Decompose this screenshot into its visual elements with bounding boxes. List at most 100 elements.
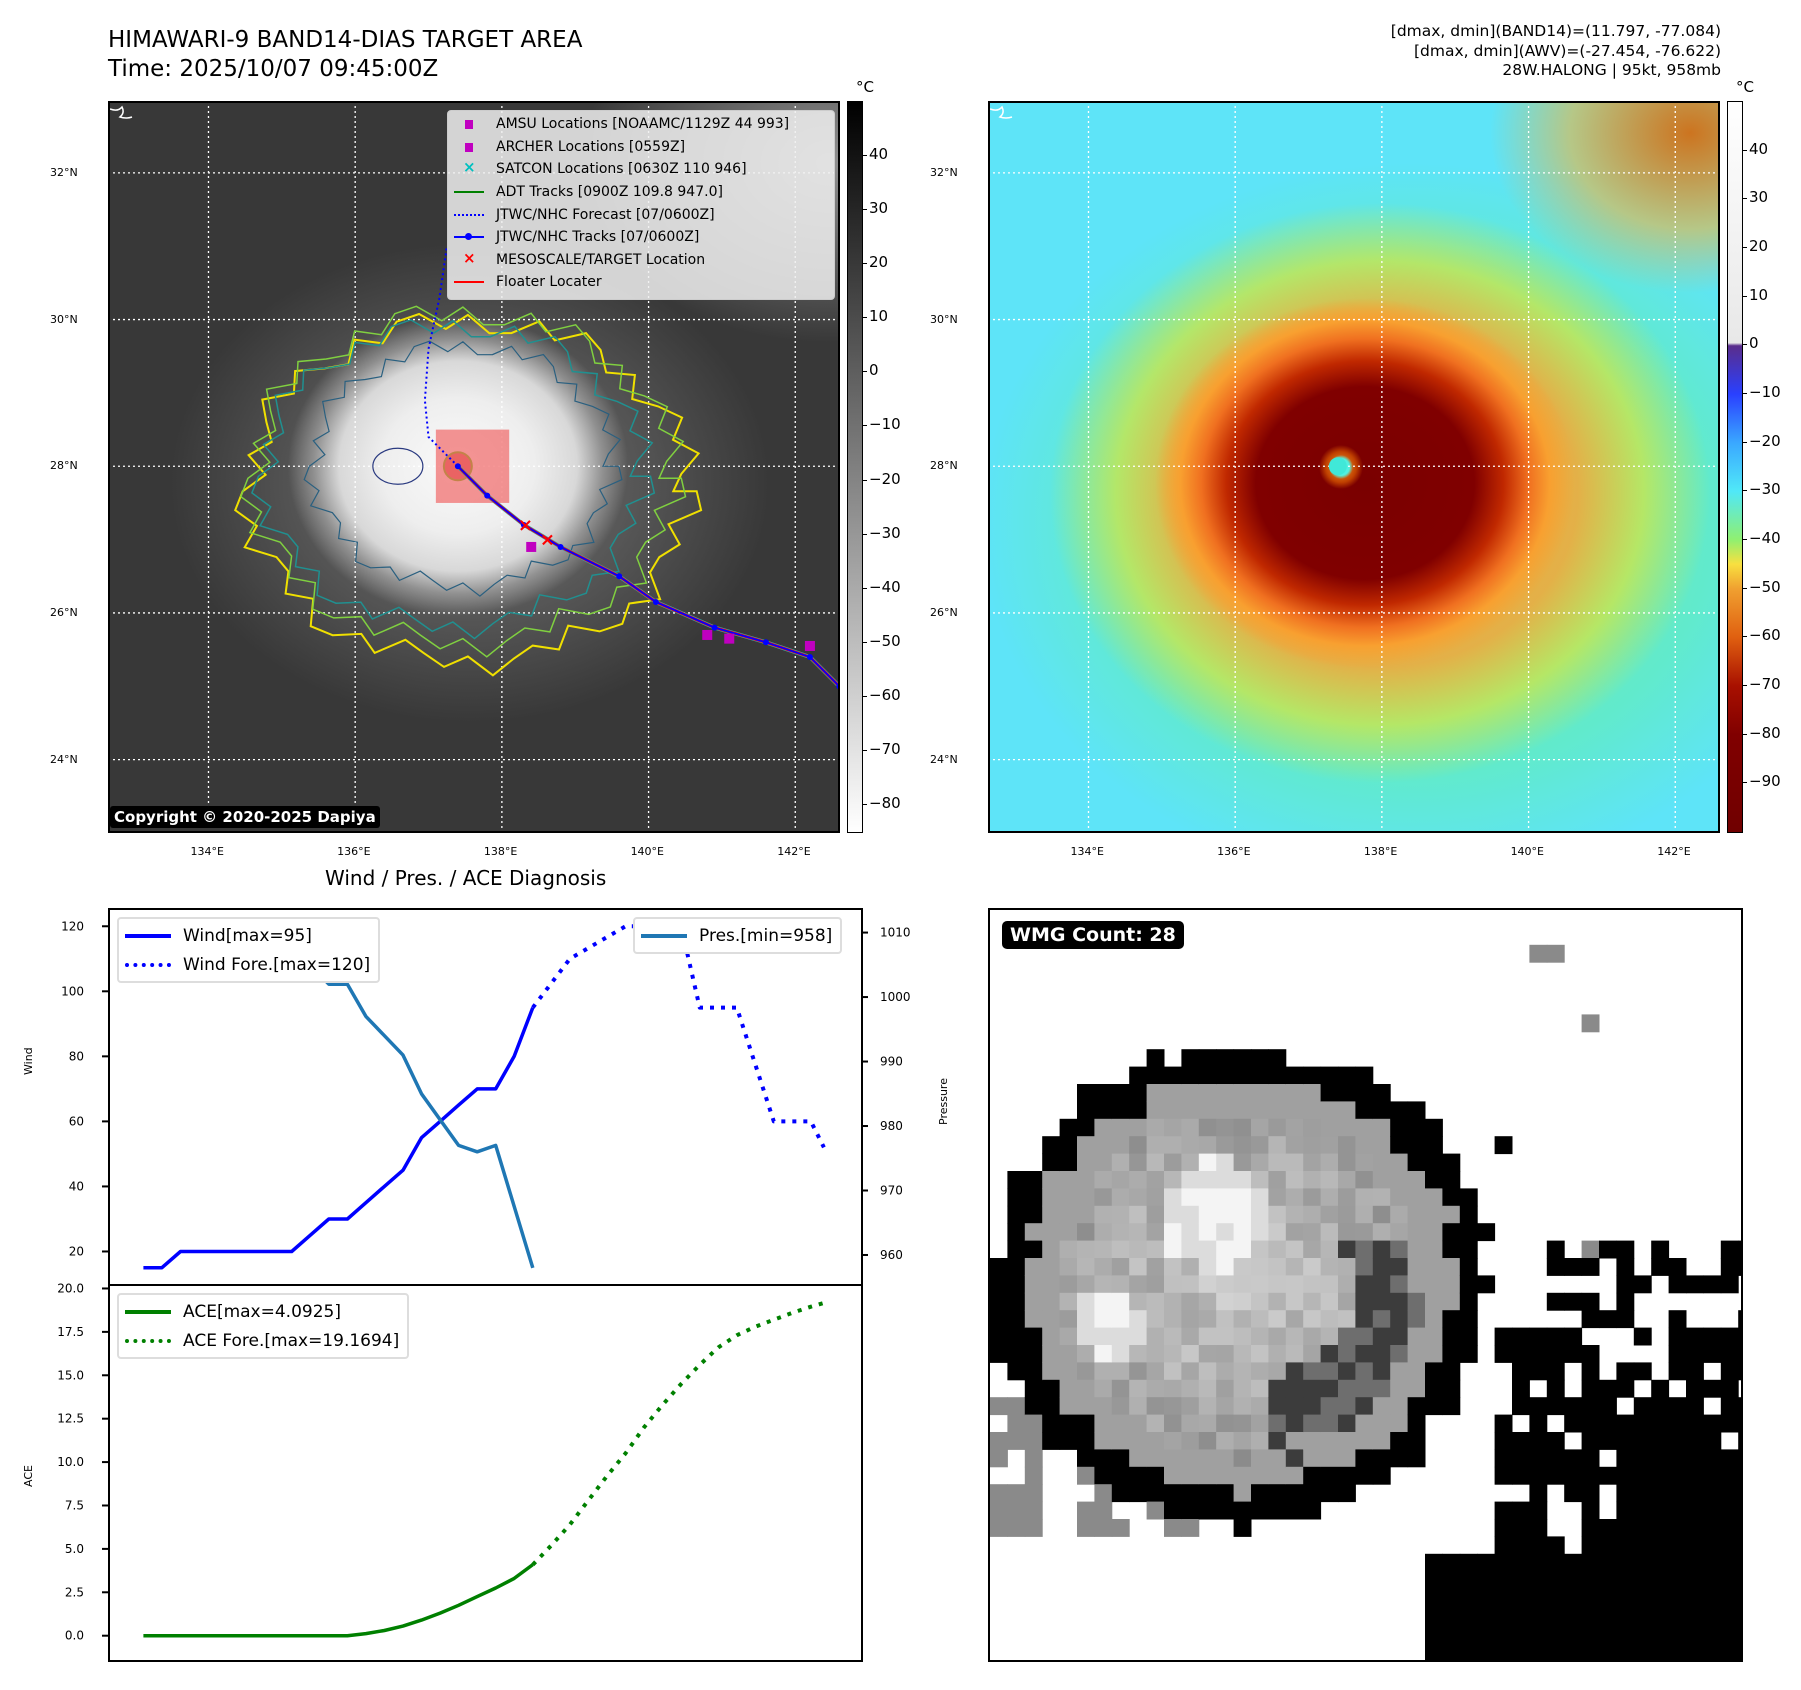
wmg-cell bbox=[1338, 1327, 1356, 1346]
wmg-cell bbox=[1164, 1084, 1182, 1102]
wmg-cell bbox=[1546, 1240, 1565, 1259]
wmg-cell bbox=[1546, 1345, 1565, 1363]
lon-tick-label: 142°E bbox=[777, 845, 811, 858]
wmg-cell bbox=[1251, 1153, 1269, 1172]
wmg-cell bbox=[1024, 1501, 1043, 1520]
left-colorbar bbox=[847, 101, 863, 833]
wmg-cell bbox=[1111, 1484, 1130, 1503]
wmg-cell bbox=[1668, 1553, 1687, 1572]
coastline bbox=[990, 105, 1013, 119]
wmg-cell bbox=[1077, 1466, 1095, 1485]
wmg-cell bbox=[1372, 1084, 1391, 1102]
wmg-cell bbox=[1181, 1223, 1200, 1242]
colorbar-tick-mark bbox=[862, 803, 867, 805]
wmg-cell bbox=[1546, 1327, 1565, 1346]
wmg-cell bbox=[1129, 1275, 1148, 1294]
wmg-cell bbox=[1442, 1240, 1461, 1259]
wmg-cell bbox=[1042, 1292, 1061, 1311]
wmg-cell bbox=[1320, 1414, 1339, 1433]
wmg-cell bbox=[1216, 1397, 1235, 1416]
wmg-cell bbox=[1633, 1501, 1652, 1520]
wmg-cell bbox=[1338, 1188, 1356, 1207]
wmg-cell bbox=[1303, 1223, 1322, 1242]
wmg-cell bbox=[1024, 1188, 1043, 1207]
ace-tick-label: 12.5 bbox=[57, 1412, 84, 1426]
wmg-cell bbox=[1738, 1588, 1741, 1607]
wmg-cell bbox=[1198, 1136, 1217, 1155]
wmg-cell bbox=[1233, 1414, 1252, 1433]
wmg-cell bbox=[1094, 1414, 1113, 1433]
wmg-cell bbox=[1372, 1310, 1391, 1329]
wmg-cell bbox=[1024, 1327, 1043, 1346]
wmg-cell bbox=[1738, 1484, 1741, 1503]
wmg-cell bbox=[1390, 1310, 1409, 1329]
wmg-cell bbox=[1425, 1571, 1443, 1590]
wmg-cell bbox=[1198, 1362, 1217, 1381]
lat-tick-label: 24°N bbox=[930, 752, 958, 766]
wmg-cell bbox=[1077, 1432, 1095, 1450]
wmg-cell bbox=[1407, 1223, 1426, 1242]
wmg-cell bbox=[1668, 1362, 1687, 1381]
wmg-cell bbox=[1111, 1101, 1130, 1120]
wmg-cell bbox=[1285, 1258, 1304, 1276]
wmg-cell bbox=[1181, 1171, 1200, 1189]
wmg-cell bbox=[1268, 1432, 1287, 1450]
wmg-cell bbox=[1390, 1136, 1409, 1155]
wmg-cell bbox=[1285, 1188, 1304, 1207]
wmg-cell bbox=[1024, 1205, 1043, 1224]
jtwc-track-point bbox=[652, 598, 659, 605]
wmg-cell bbox=[1512, 1449, 1530, 1468]
colorbar-tick-mark bbox=[1742, 636, 1747, 638]
wmg-cell bbox=[1164, 1223, 1182, 1242]
wmg-cell bbox=[1546, 944, 1565, 963]
wmg-cell bbox=[1181, 1449, 1200, 1468]
wmg-cell bbox=[1372, 1327, 1391, 1346]
wmg-cell bbox=[1616, 1553, 1635, 1572]
colorbar-tick-label: −40 bbox=[869, 577, 901, 596]
wmg-cell bbox=[1077, 1084, 1095, 1102]
wmg-cell bbox=[1320, 1118, 1339, 1137]
wmg-cell bbox=[1251, 1397, 1269, 1416]
wmg-cell bbox=[1720, 1362, 1739, 1381]
wmg-cell bbox=[1181, 1258, 1200, 1276]
wmg-cell bbox=[1094, 1484, 1113, 1503]
wmg-cell bbox=[1024, 1519, 1043, 1537]
wmg-cell bbox=[1494, 1658, 1513, 1660]
wmg-cell bbox=[1285, 1084, 1304, 1102]
wmg-cell bbox=[1633, 1327, 1652, 1346]
wmg-cell bbox=[1077, 1258, 1095, 1276]
wmg-cell bbox=[1599, 1623, 1617, 1642]
wmg-cell bbox=[990, 1292, 1008, 1311]
wind-legend: Wind[max=95] Wind Fore.[max=120] bbox=[117, 917, 381, 983]
jtwc-track-point bbox=[836, 683, 838, 690]
wmg-cell bbox=[1303, 1101, 1322, 1120]
ace-tick-label: 2.5 bbox=[65, 1585, 84, 1599]
wmg-cell bbox=[1477, 1640, 1496, 1659]
wmg-cell bbox=[1564, 1397, 1583, 1416]
wmg-cell bbox=[1146, 1084, 1165, 1102]
wmg-cell bbox=[1581, 1449, 1600, 1468]
legend-label: JTWC/NHC Forecast [07/0600Z] bbox=[496, 206, 715, 223]
wmg-cell bbox=[1233, 1501, 1252, 1520]
temperature-contour bbox=[250, 319, 656, 640]
wmg-cell bbox=[1338, 1292, 1356, 1311]
wmg-cell bbox=[1512, 1571, 1530, 1590]
wmg-cell bbox=[1303, 1449, 1322, 1468]
wmg-cell bbox=[1372, 1275, 1391, 1294]
wmg-cell bbox=[1703, 1275, 1722, 1294]
wmg-cell bbox=[1616, 1623, 1635, 1642]
wmg-cell bbox=[1720, 1258, 1739, 1276]
wmg-cell bbox=[1285, 1171, 1304, 1189]
wmg-cell bbox=[1146, 1449, 1165, 1468]
wmg-cell bbox=[1320, 1379, 1339, 1398]
legend-item: JTWC/NHC Tracks [07/0600Z] bbox=[448, 226, 834, 249]
wmg-cell bbox=[1233, 1327, 1252, 1346]
wmg-cell bbox=[1459, 1327, 1478, 1346]
wmg-cell bbox=[1268, 1188, 1287, 1207]
wmg-cell bbox=[1181, 1484, 1200, 1503]
wmg-cell bbox=[1494, 1501, 1513, 1520]
wmg-cell bbox=[1546, 1536, 1565, 1555]
wmg-cell bbox=[1686, 1397, 1704, 1416]
wmg-cell bbox=[1581, 1658, 1600, 1660]
wmg-cell bbox=[1198, 1153, 1217, 1172]
